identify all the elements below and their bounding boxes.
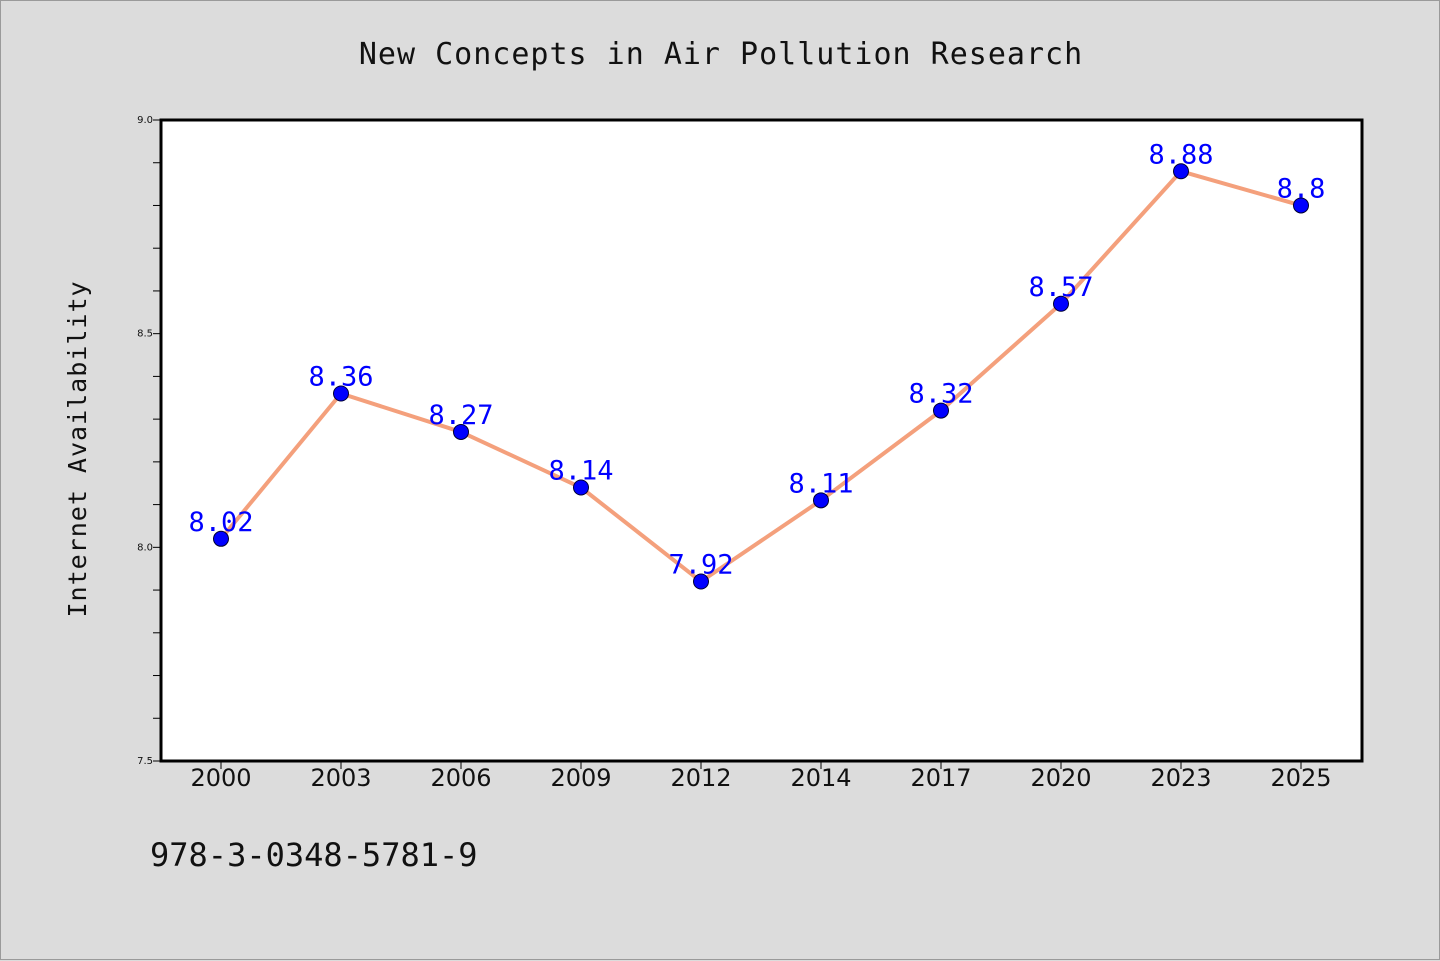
x-axis-ticks: 2000 2003 2006 2009 2012 2014 2017 2020 2023 2025 [190, 761, 1332, 792]
isbn-text: 978-3-0348-5781-9 [150, 836, 478, 874]
data-label: 8.88 [1148, 139, 1213, 170]
data-point [213, 530, 229, 547]
data-point [693, 573, 709, 590]
series-layer: 8.02 8.36 8.27 8.14 7.92 8.11 8.32 8.57 8.88 8.8 [188, 139, 1326, 590]
data-label: 8.57 [1028, 272, 1093, 303]
x-tick-label: 2014 [790, 764, 851, 792]
data-label: 8.02 [188, 507, 253, 538]
data-point [813, 492, 829, 509]
series-line [219, 169, 1303, 584]
data-label: 8.11 [788, 468, 853, 499]
data-point [453, 423, 469, 440]
x-tick-label: 2009 [550, 764, 611, 792]
y-axis-label: Internet Availability [63, 280, 92, 617]
data-point [333, 385, 349, 402]
y-tick-label: 8.5 [137, 329, 153, 340]
data-point [1173, 163, 1189, 180]
y-tick-label: 9.0 [137, 115, 153, 126]
x-tick-label: 2020 [1030, 764, 1091, 792]
chart-title: New Concepts in Air Pollution Research [359, 37, 1083, 72]
x-tick-label: 2000 [190, 764, 251, 792]
data-label: 8.32 [908, 379, 973, 410]
plot-area [159, 118, 1364, 763]
data-point [933, 402, 949, 419]
x-tick-label: 2023 [1150, 764, 1211, 792]
data-label: 8.8 [1277, 173, 1326, 204]
x-tick-label: 2006 [430, 764, 491, 792]
y-tick-label: 7.5 [137, 756, 153, 767]
data-label: 7.92 [668, 550, 733, 581]
data-label: 8.36 [308, 361, 373, 392]
y-tick-label: 8.0 [137, 542, 153, 553]
x-tick-label: 2003 [310, 764, 371, 792]
x-tick-label: 2025 [1270, 764, 1331, 792]
data-label: 8.14 [548, 456, 613, 487]
data-point [573, 479, 589, 496]
data-label: 8.27 [428, 400, 493, 431]
data-point [1053, 295, 1069, 312]
x-tick-label: 2012 [670, 764, 731, 792]
y-axis-ticks: 7.5 8.0 8.5 9.0 [137, 115, 161, 767]
data-point [1293, 197, 1309, 214]
x-tick-label: 2017 [910, 764, 971, 792]
